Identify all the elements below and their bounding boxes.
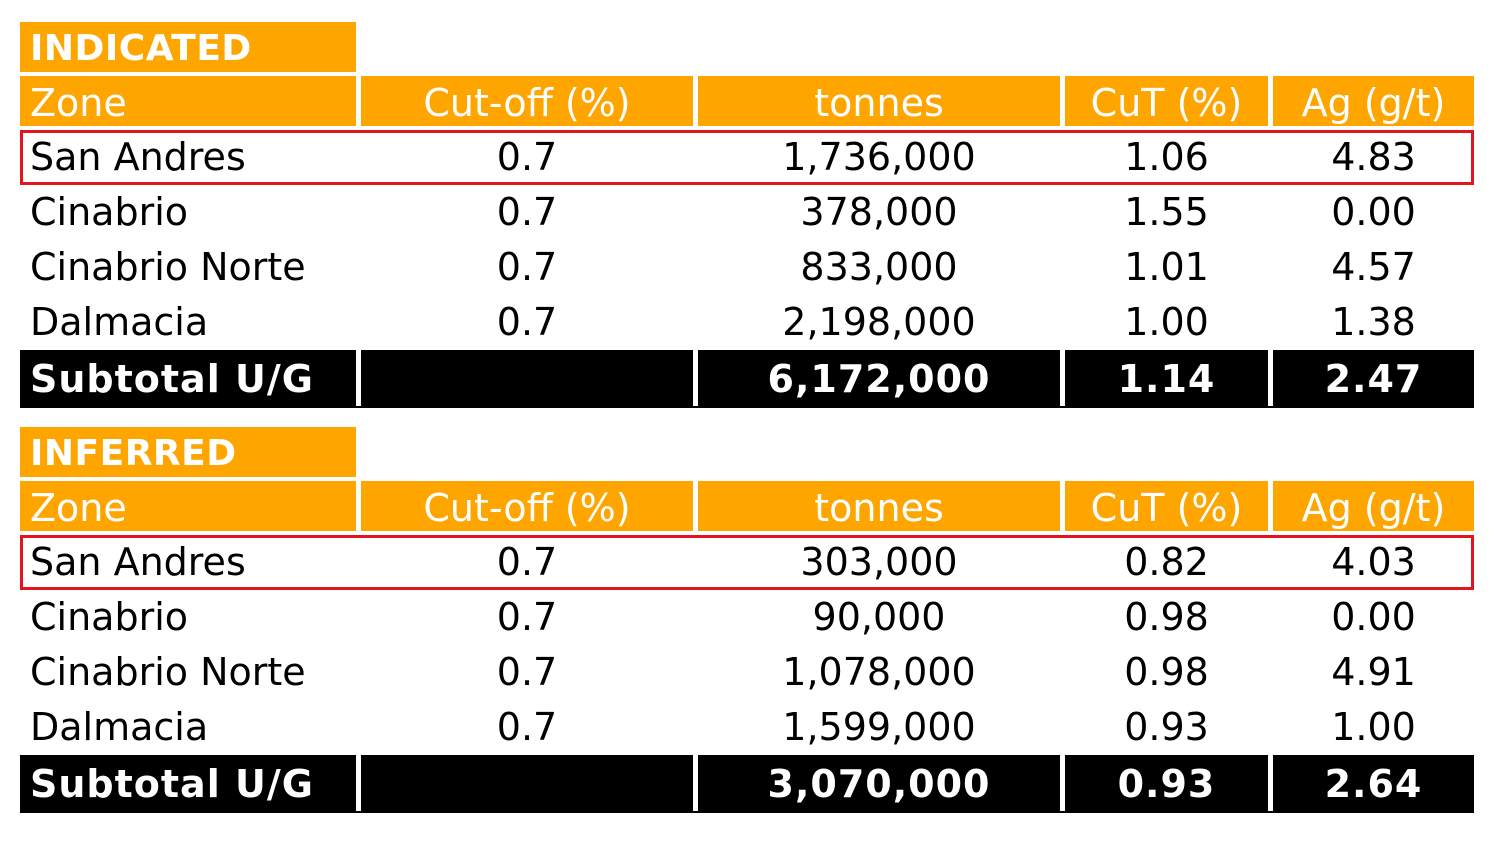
subtotal-cutoff xyxy=(361,755,693,811)
tonnes-cell: 1,736,000 xyxy=(782,135,976,179)
cutoff-cell: 0.7 xyxy=(496,245,558,289)
header-ag: Ag (g/t) xyxy=(1273,76,1474,126)
table-title: INDICATED xyxy=(20,22,356,72)
subtotal-underline xyxy=(20,406,1474,408)
subtotal-cut: 1.14 xyxy=(1065,350,1268,406)
header-cutoff: Cut-off (%) xyxy=(361,76,693,126)
tonnes-cell: 1,078,000 xyxy=(782,650,976,694)
table-title: INFERRED xyxy=(20,427,356,477)
header-row: Zone Cut-off (%) tonnes CuT (%) Ag (g/t) xyxy=(20,481,1474,531)
tonnes-cell: 303,000 xyxy=(800,540,958,584)
subtotal-ag: 2.64 xyxy=(1273,755,1474,811)
ag-cell: 4.83 xyxy=(1331,135,1416,179)
table-row-highlighted: San Andres 0.7 303,000 0.82 4.03 xyxy=(20,535,1474,590)
subtotal-row: Subtotal U/G 6,172,000 1.14 2.47 xyxy=(20,350,1474,408)
header-tonnes: tonnes xyxy=(698,76,1060,126)
header-cut: CuT (%) xyxy=(1065,76,1268,126)
zone-cell: Dalmacia xyxy=(30,705,209,749)
cut-cell: 0.98 xyxy=(1124,595,1209,639)
cutoff-cell: 0.7 xyxy=(496,135,558,179)
tonnes-cell: 90,000 xyxy=(812,595,946,639)
subtotal-tonnes: 3,070,000 xyxy=(698,755,1060,811)
zone-cell: San Andres xyxy=(30,135,246,179)
subtotal-tonnes: 6,172,000 xyxy=(698,350,1060,406)
subtotal-cut: 0.93 xyxy=(1065,755,1268,811)
tonnes-cell: 378,000 xyxy=(800,190,958,234)
subtotal-label: Subtotal U/G xyxy=(20,350,356,406)
ag-cell: 1.00 xyxy=(1331,705,1416,749)
subtotal-row: Subtotal U/G 3,070,000 0.93 2.64 xyxy=(20,755,1474,813)
table-row: Cinabrio 0.7 90,000 0.98 0.00 xyxy=(20,590,1474,645)
cut-cell: 0.82 xyxy=(1124,540,1209,584)
zone-cell: Cinabrio Norte xyxy=(30,650,306,694)
cutoff-cell: 0.7 xyxy=(496,190,558,234)
cut-cell: 0.98 xyxy=(1124,650,1209,694)
header-row: Zone Cut-off (%) tonnes CuT (%) Ag (g/t) xyxy=(20,76,1474,126)
header-ag: Ag (g/t) xyxy=(1273,481,1474,531)
header-zone: Zone xyxy=(20,76,356,126)
zone-cell: Cinabrio Norte xyxy=(30,245,306,289)
inferred-table: INFERRED Zone Cut-off (%) tonnes CuT (%)… xyxy=(20,427,1474,813)
header-zone: Zone xyxy=(20,481,356,531)
cutoff-cell: 0.7 xyxy=(496,595,558,639)
subtotal-cutoff xyxy=(361,350,693,406)
table-row: Dalmacia 0.7 1,599,000 0.93 1.00 xyxy=(20,700,1474,755)
ag-cell: 4.91 xyxy=(1331,650,1416,694)
indicated-table: INDICATED Zone Cut-off (%) tonnes CuT (%… xyxy=(20,22,1474,408)
header-cutoff: Cut-off (%) xyxy=(361,481,693,531)
table-row: Dalmacia 0.7 2,198,000 1.00 1.38 xyxy=(20,295,1474,350)
zone-cell: San Andres xyxy=(30,540,246,584)
cutoff-cell: 0.7 xyxy=(496,650,558,694)
ag-cell: 1.38 xyxy=(1331,300,1416,344)
subtotal-label: Subtotal U/G xyxy=(20,755,356,811)
header-cut: CuT (%) xyxy=(1065,481,1268,531)
ag-cell: 4.57 xyxy=(1331,245,1416,289)
table-row: Cinabrio Norte 0.7 833,000 1.01 4.57 xyxy=(20,240,1474,295)
cutoff-cell: 0.7 xyxy=(496,540,558,584)
zone-cell: Cinabrio xyxy=(30,190,189,234)
tonnes-cell: 2,198,000 xyxy=(782,300,976,344)
zone-cell: Cinabrio xyxy=(30,595,189,639)
zone-cell: Dalmacia xyxy=(30,300,209,344)
table-row: Cinabrio 0.7 378,000 1.55 0.00 xyxy=(20,185,1474,240)
cut-cell: 1.00 xyxy=(1124,300,1209,344)
cut-cell: 0.93 xyxy=(1124,705,1209,749)
ag-cell: 0.00 xyxy=(1331,190,1416,234)
ag-cell: 0.00 xyxy=(1331,595,1416,639)
header-tonnes: tonnes xyxy=(698,481,1060,531)
cut-cell: 1.55 xyxy=(1124,190,1209,234)
subtotal-underline xyxy=(20,811,1474,813)
table-row-highlighted: San Andres 0.7 1,736,000 1.06 4.83 xyxy=(20,130,1474,185)
cut-cell: 1.01 xyxy=(1124,245,1209,289)
cutoff-cell: 0.7 xyxy=(496,705,558,749)
ag-cell: 4.03 xyxy=(1331,540,1416,584)
table-row: Cinabrio Norte 0.7 1,078,000 0.98 4.91 xyxy=(20,645,1474,700)
tonnes-cell: 833,000 xyxy=(800,245,958,289)
cut-cell: 1.06 xyxy=(1124,135,1209,179)
tonnes-cell: 1,599,000 xyxy=(782,705,976,749)
cutoff-cell: 0.7 xyxy=(496,300,558,344)
subtotal-ag: 2.47 xyxy=(1273,350,1474,406)
